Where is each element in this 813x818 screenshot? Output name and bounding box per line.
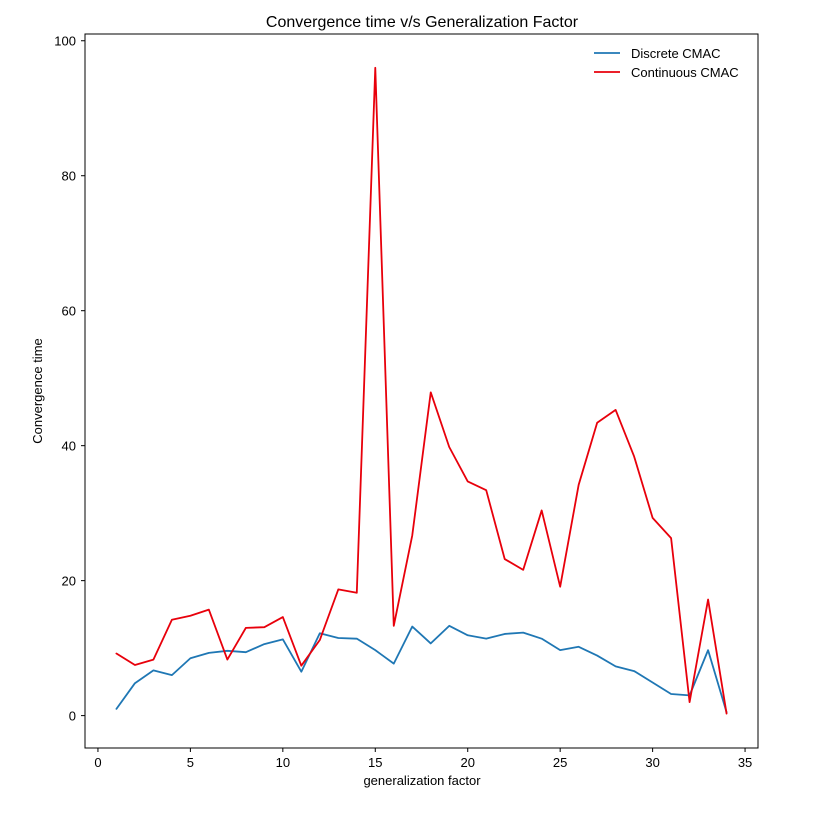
plot-area-frame xyxy=(84,33,759,749)
y-tick-label: 0 xyxy=(69,709,76,724)
legend-label: Discrete CMAC xyxy=(631,46,721,61)
legend-label: Continuous CMAC xyxy=(631,65,739,80)
x-axis-label: generalization factor xyxy=(363,773,481,788)
x-tick-label: 30 xyxy=(645,755,659,770)
chart-title: Convergence time v/s Generalization Fact… xyxy=(266,14,579,31)
series-layer xyxy=(115,66,728,715)
x-tick-label: 25 xyxy=(553,755,567,770)
y-axis-label: Convergence time xyxy=(30,338,45,444)
y-axis: 0 20 40 60 80 100 xyxy=(54,34,85,724)
x-tick-label: 35 xyxy=(738,755,752,770)
y-tick-label: 60 xyxy=(62,304,76,319)
legend: Discrete CMAC Continuous CMAC xyxy=(594,46,739,80)
x-tick-label: 10 xyxy=(276,755,290,770)
series-line-continuous-cmac xyxy=(115,66,728,715)
x-axis: 0 5 10 15 20 25 30 35 xyxy=(94,748,752,770)
y-tick-label: 40 xyxy=(62,439,76,454)
x-tick-label: 0 xyxy=(94,755,101,770)
x-tick-label: 5 xyxy=(187,755,194,770)
y-tick-label: 80 xyxy=(62,169,76,184)
series-line-discrete-cmac xyxy=(115,624,728,714)
x-tick-label: 20 xyxy=(460,755,474,770)
x-tick-label: 15 xyxy=(368,755,382,770)
y-tick-label: 20 xyxy=(62,574,76,589)
y-tick-label: 100 xyxy=(54,34,76,49)
